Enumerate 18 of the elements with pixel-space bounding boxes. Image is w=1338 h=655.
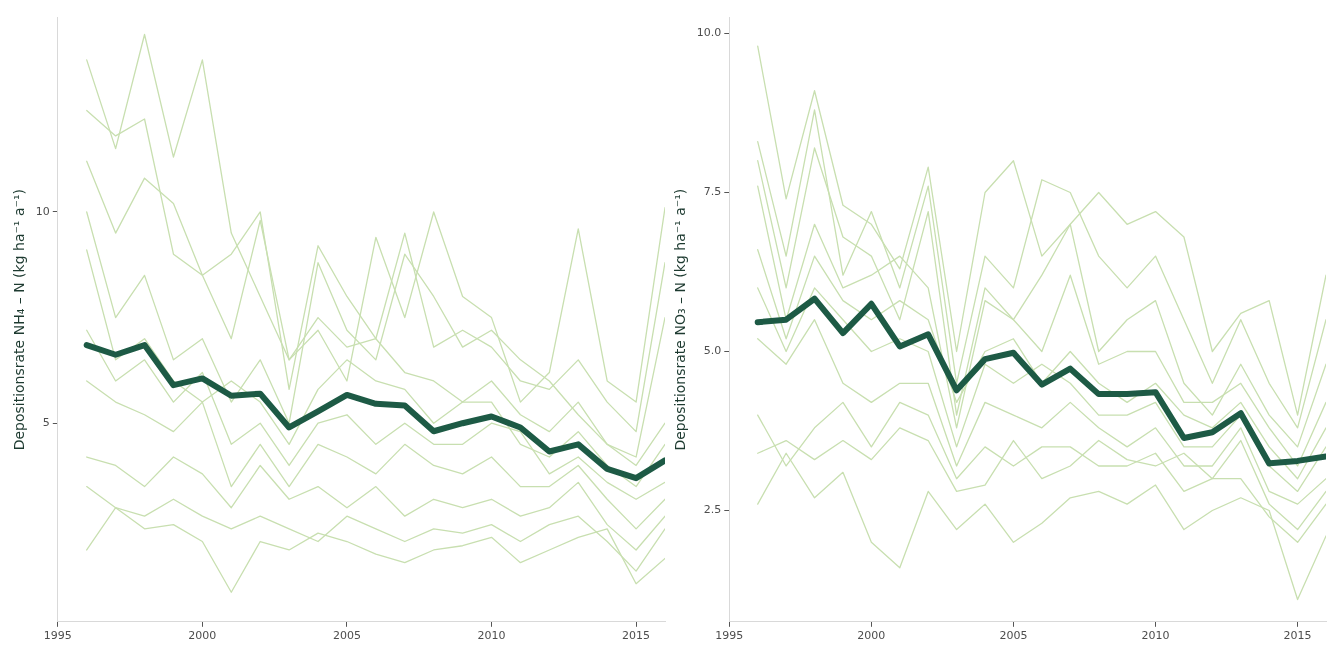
y-axis-title: Depositionsrate NO₃ – N (kg ha⁻¹ a⁻¹)	[672, 188, 689, 451]
x-tick-label: 2000	[857, 629, 886, 643]
y-tick-label: 2.5	[703, 503, 722, 517]
y-tick-label: 10	[35, 204, 50, 218]
x-tick-label: 2010	[1141, 629, 1170, 643]
y-tick-label: 7.5	[703, 185, 722, 199]
x-tick-label: 2010	[477, 629, 506, 643]
y-axis-title: Depositionsrate NH₄ – N (kg ha⁻¹ a⁻¹)	[11, 189, 28, 451]
y-tick-label: 10.0	[696, 26, 722, 40]
x-tick-label: 2005	[999, 629, 1028, 643]
x-tick-label: 1995	[43, 629, 72, 643]
x-tick-label: 2000	[188, 629, 217, 643]
x-tick-label: 2005	[332, 629, 361, 643]
x-tick-label: 1995	[715, 629, 744, 643]
x-tick-label: 2015	[622, 629, 651, 643]
x-tick-label: 2015	[1283, 629, 1312, 643]
y-tick-label: 5.0	[703, 344, 722, 358]
y-tick-label: 5	[42, 416, 50, 430]
